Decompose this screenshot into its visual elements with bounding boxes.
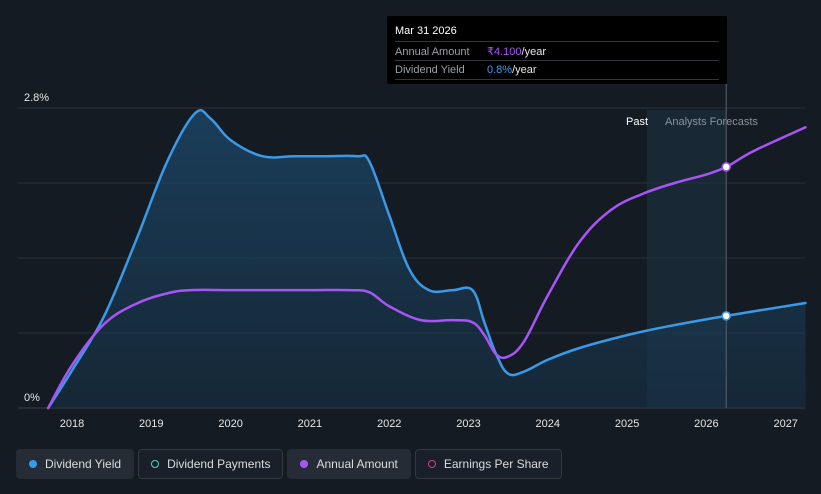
yield-area <box>48 110 806 408</box>
dividend-yield-area <box>48 110 806 408</box>
hover-markers <box>721 162 731 321</box>
tooltip-annual-amount-label: Annual Amount <box>395 46 470 58</box>
past-label: Past <box>626 116 648 128</box>
legend-dividend-yield-label: Dividend Yield <box>45 457 122 471</box>
x-tick-label: 2018 <box>60 418 84 430</box>
tooltip-date: Mar 31 2026 <box>395 25 457 37</box>
tooltip-annual-amount-row: Annual Amount ₹4.100/year <box>395 41 719 58</box>
legend-dividend-payments-label: Dividend Payments <box>167 457 271 471</box>
dividend-yield-line <box>46 109 807 410</box>
legend-annual-amount-label: Annual Amount <box>316 457 398 471</box>
legend-annual-amount-dot <box>300 460 309 468</box>
legend-annual-amount[interactable]: Annual Amount <box>287 449 411 479</box>
annual-amount-marker <box>721 162 731 172</box>
legend-earnings-per-share[interactable]: Earnings Per Share <box>414 449 562 479</box>
y-axis-bottom-label: 0% <box>24 392 40 404</box>
x-tick-label: 2027 <box>773 418 797 430</box>
x-axis-ticks: 2018 2019 2020 2021 2022 2023 2024 2025 2026 2027 <box>60 418 798 430</box>
annual-amount-line <box>46 126 807 410</box>
tooltip-annual-amount-value: ₹4.100 <box>487 46 522 58</box>
x-tick-label: 2023 <box>456 418 480 430</box>
tooltip-dividend-yield-value: 0.8% <box>487 64 513 76</box>
tooltip-dividend-yield-unit: /year <box>512 64 537 76</box>
tooltip-divider <box>395 79 719 80</box>
x-tick-label: 2022 <box>377 418 401 430</box>
legend-dividend-yield[interactable]: Dividend Yield <box>16 449 135 479</box>
x-tick-label: 2025 <box>615 418 639 430</box>
y-axis-top-label: 2.8% <box>24 92 49 104</box>
tooltip-annual-amount-unit: /year <box>521 46 546 58</box>
hover-tooltip: Mar 31 2026 Annual Amount ₹4.100/year Div… <box>387 16 727 84</box>
dividend-yield-marker <box>721 311 731 321</box>
tooltip-dividend-yield-label: Dividend Yield <box>395 64 465 76</box>
legend-dividend-payments-dot <box>151 460 160 468</box>
x-tick-label: 2026 <box>694 418 718 430</box>
tooltip-dividend-yield-row: Dividend Yield 0.8%/year <box>395 60 719 76</box>
forecast-label: Analysts Forecasts <box>665 116 758 128</box>
x-tick-label: 2020 <box>218 418 242 430</box>
legend-earnings-per-share-dot <box>427 460 436 468</box>
legend-earnings-per-share-label: Earnings Per Share <box>443 457 549 471</box>
x-tick-label: 2021 <box>298 418 322 430</box>
dividend-chart: 2.8% 0% Past Analysts Forecasts 2018 2019… <box>18 84 807 430</box>
chart-legend: Dividend Yield Dividend Payments Annual … <box>16 449 562 479</box>
x-tick-label: 2024 <box>536 418 560 430</box>
series-lines <box>46 109 807 410</box>
legend-dividend-yield-dot <box>29 460 37 468</box>
x-tick-label: 2019 <box>139 418 163 430</box>
legend-dividend-payments[interactable]: Dividend Payments <box>138 449 284 479</box>
